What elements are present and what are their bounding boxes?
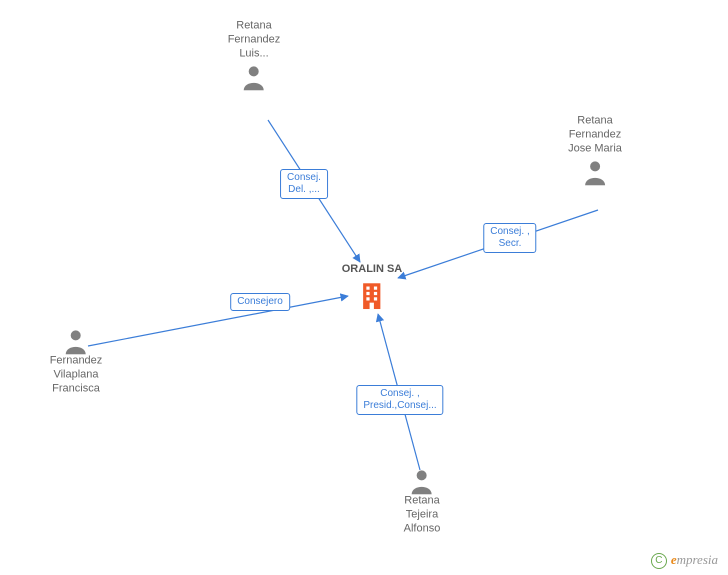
copyright-icon: C [651, 553, 667, 569]
person-icon [583, 160, 607, 186]
person-icon [64, 328, 88, 354]
watermark: Cempresia [651, 552, 718, 569]
watermark-rest: mpresia [677, 552, 718, 567]
building-icon [359, 281, 385, 309]
person-node[interactable]: Fernandez Vilaplana Francisca [50, 324, 103, 395]
network-diagram: Consej. Del. ,... Consej. , Secr. Consejer… [0, 0, 728, 575]
person-node[interactable]: Retana Tejeira Alfonso [404, 464, 441, 535]
person-icon [242, 65, 266, 91]
person-node[interactable]: Retana Fernandez Luis... [228, 19, 281, 90]
person-label: Fernandez Vilaplana Francisca [50, 354, 103, 395]
edge-label: Consej. , Presid.,Consej... [356, 385, 443, 415]
person-label: Retana Fernandez Luis... [228, 19, 281, 60]
edge-label: Consej. Del. ,... [280, 169, 328, 199]
edge-label: Consej. , Secr. [483, 223, 536, 253]
person-label: Retana Tejeira Alfonso [404, 494, 441, 535]
company-label: ORALIN SA [342, 263, 403, 277]
edge-line [88, 296, 348, 346]
edge-label: Consejero [230, 293, 290, 311]
person-icon [410, 468, 434, 494]
company-node[interactable]: ORALIN SA [342, 263, 403, 309]
person-label: Retana Fernandez Jose Maria [568, 114, 622, 155]
person-node[interactable]: Retana Fernandez Jose Maria [568, 114, 622, 185]
